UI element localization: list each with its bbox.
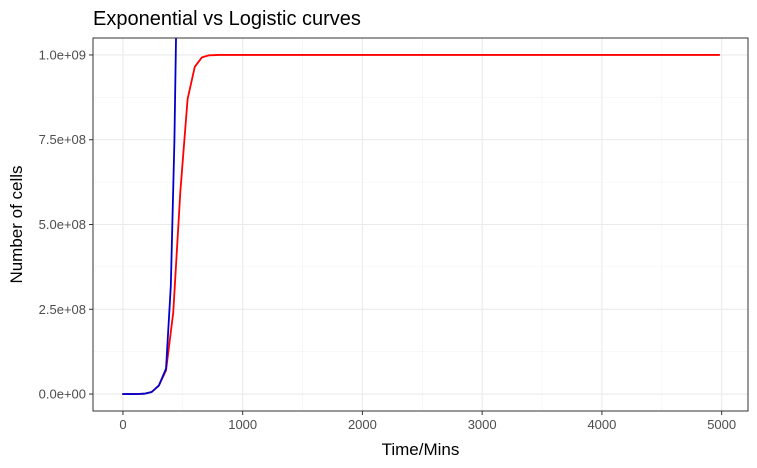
x-axis: 0 1000 2000 3000 4000 5000 (119, 411, 736, 432)
y-tick-label: 7.5e+08 (39, 132, 86, 147)
x-tick-label: 0 (119, 417, 126, 432)
x-tick-label: 1000 (228, 417, 257, 432)
x-tick-label: 4000 (587, 417, 616, 432)
chart-title: Exponential vs Logistic curves (93, 8, 361, 30)
grid (93, 38, 748, 411)
y-tick-label: 2.5e+08 (39, 302, 86, 317)
x-tick-label: 5000 (707, 417, 736, 432)
y-tick-label: 5.0e+08 (39, 217, 86, 232)
y-tick-label: 1.0e+09 (39, 47, 86, 62)
x-axis-title: Time/Mins (382, 440, 460, 459)
series-line-2 (122, 38, 177, 395)
x-tick-label: 2000 (348, 417, 377, 432)
y-axis-title: Number of cells (7, 165, 26, 283)
y-axis: 0.0e+00 2.5e+08 5.0e+08 7.5e+08 1.0e+09 (39, 47, 93, 402)
y-tick-label: 0.0e+00 (39, 387, 86, 402)
x-tick-label: 3000 (468, 417, 497, 432)
series-layer (122, 38, 721, 395)
